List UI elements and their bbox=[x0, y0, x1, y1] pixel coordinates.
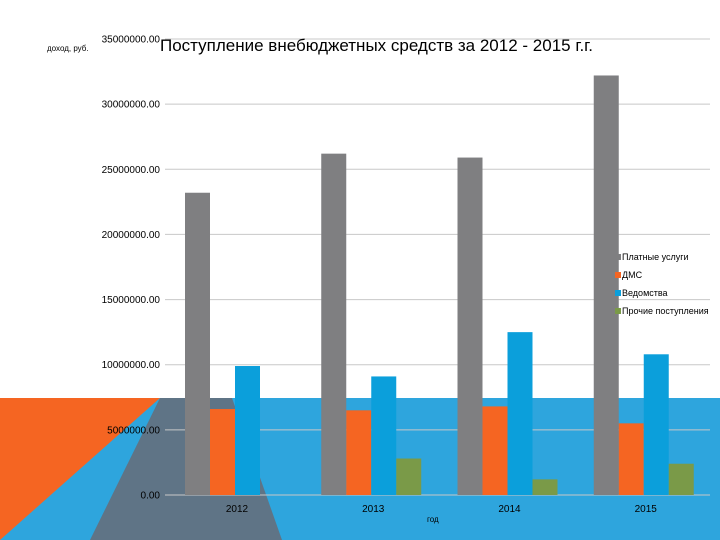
y-axis-title: доход, руб. bbox=[47, 44, 89, 53]
y-tick-label: 25000000.00 bbox=[102, 165, 161, 176]
x-axis-title: год bbox=[427, 515, 439, 524]
y-tick-label: 10000000.00 bbox=[102, 360, 161, 371]
legend-label: ДМС bbox=[622, 270, 643, 280]
y-tick-label: 30000000.00 bbox=[102, 100, 161, 111]
bar bbox=[210, 409, 235, 495]
legend-swatch bbox=[615, 308, 621, 314]
y-tick-label: 5000000.00 bbox=[107, 425, 160, 436]
bar bbox=[643, 354, 669, 495]
bar bbox=[457, 157, 483, 495]
legend-swatch bbox=[615, 290, 621, 296]
legend: Платные услуги ДМС Ведомства Прочие поступл… bbox=[615, 252, 709, 316]
gridlines bbox=[165, 38, 710, 496]
x-tick-label: 2013 bbox=[362, 504, 385, 515]
bar bbox=[185, 192, 210, 496]
bars bbox=[185, 75, 694, 496]
y-tick-label: 35000000.00 bbox=[102, 35, 161, 46]
x-tick-label: 2014 bbox=[498, 504, 521, 515]
bar bbox=[668, 463, 694, 495]
legend-label: Ведомства bbox=[622, 288, 668, 298]
y-tick-label: 15000000.00 bbox=[102, 295, 161, 306]
bar bbox=[321, 153, 347, 495]
bar bbox=[396, 458, 422, 495]
y-tick-label: 0.00 bbox=[141, 491, 161, 502]
bar bbox=[235, 366, 260, 495]
legend-swatch bbox=[615, 254, 621, 260]
y-tick-label: 20000000.00 bbox=[102, 230, 161, 241]
legend-swatch bbox=[615, 272, 621, 278]
bar bbox=[593, 75, 619, 495]
bar bbox=[346, 410, 372, 495]
bar bbox=[371, 376, 397, 495]
legend-label: Платные услуги bbox=[622, 252, 689, 262]
y-tick-labels: 0.00 5000000.00 10000000.00 15000000.00 2000… bbox=[102, 35, 161, 502]
bar bbox=[532, 479, 558, 495]
x-tick-labels: 2012 2013 2014 2015 bbox=[226, 504, 657, 515]
x-tick-label: 2015 bbox=[635, 504, 658, 515]
legend-label: Прочие поступления bbox=[622, 306, 709, 316]
bar bbox=[618, 423, 644, 495]
x-tick-label: 2012 bbox=[226, 504, 249, 515]
bar bbox=[507, 332, 533, 495]
orange-triangle bbox=[0, 398, 160, 540]
chart-title: Поступление внебюджетных средств за 2012… bbox=[160, 36, 593, 55]
bar bbox=[482, 406, 508, 495]
